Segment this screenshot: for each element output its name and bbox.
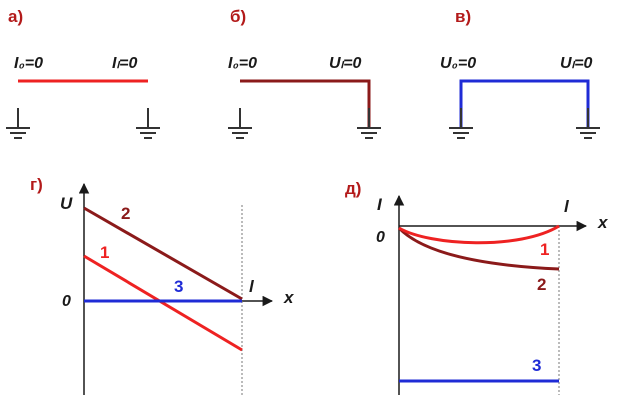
graph-d-curve-2-label: 2 xyxy=(537,275,546,294)
graph-d: д) I x 0 l 1 2 3 xyxy=(345,179,609,395)
panel-b-line xyxy=(240,79,371,127)
graph-d-curve-1-label: 1 xyxy=(540,240,549,259)
graph-d-end-label: l xyxy=(564,197,570,216)
ground-icon xyxy=(6,108,30,139)
panel-a-left-condition: I₀=0 xyxy=(14,55,43,72)
graph-g-curve-2 xyxy=(83,206,243,301)
graph-d-label: д) xyxy=(345,179,361,198)
panel-v-right-condition: Uₗ=0 xyxy=(560,55,593,72)
panel-a-label: а) xyxy=(8,7,23,26)
panel-b-left-condition: I₀=0 xyxy=(228,55,257,72)
ground-icon xyxy=(576,108,600,139)
panel-v-left-condition: U₀=0 xyxy=(440,55,476,72)
graph-g-y-label: U xyxy=(60,194,73,213)
graph-d-zero-label: 0 xyxy=(376,229,385,246)
panel-a: а) I₀=0 Iₗ=0 xyxy=(6,7,160,139)
ground-icon xyxy=(228,108,252,139)
graph-d-x-label: x xyxy=(597,213,609,232)
panel-v: в) U₀=0 Uₗ=0 xyxy=(440,7,600,139)
ground-icon xyxy=(449,108,473,139)
graph-g-zero-label: 0 xyxy=(62,293,71,310)
graph-g-curve-1 xyxy=(83,254,243,352)
graph-d-curve-1 xyxy=(398,224,560,245)
ground-icon xyxy=(136,108,160,139)
graph-g-curve-3-label: 3 xyxy=(174,277,183,296)
graph-g-curve-2-label: 2 xyxy=(121,204,130,223)
graph-g-end-label: l xyxy=(249,277,255,296)
graph-g: г) U x 0 l 2 1 3 xyxy=(30,175,295,395)
graph-d-y-label: I xyxy=(377,195,383,214)
graph-g-label: г) xyxy=(30,175,43,194)
panel-b-label: б) xyxy=(230,7,246,26)
graph-g-curve-1-label: 1 xyxy=(100,243,109,262)
panel-b-right-condition: Uₗ=0 xyxy=(329,55,362,72)
panel-v-line xyxy=(459,79,590,127)
panel-v-label: в) xyxy=(455,7,471,26)
panel-b: б) I₀=0 Uₗ=0 xyxy=(228,7,381,139)
graph-g-x-label: x xyxy=(283,288,295,307)
panel-a-right-condition: Iₗ=0 xyxy=(112,55,137,72)
graph-d-curve-2 xyxy=(397,226,560,271)
ground-icon xyxy=(357,108,381,139)
graph-d-curve-3-label: 3 xyxy=(532,356,541,375)
